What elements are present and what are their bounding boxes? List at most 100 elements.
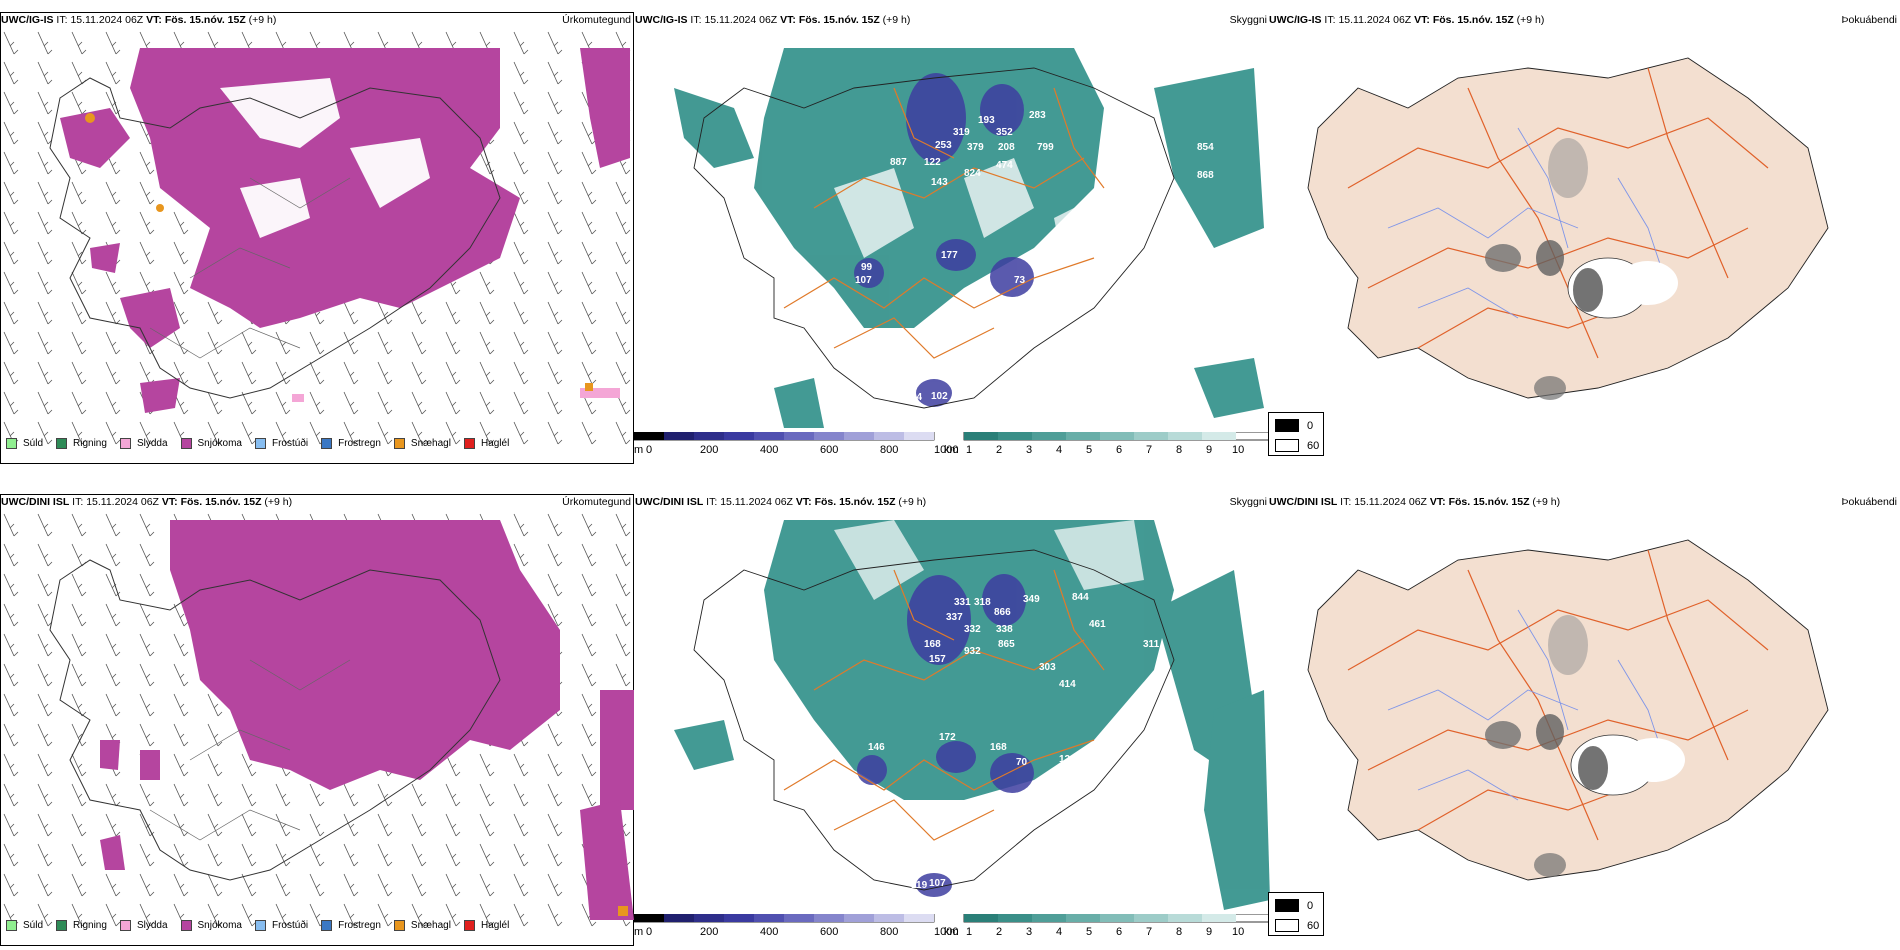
fog-swatch-dark bbox=[1275, 419, 1299, 432]
vis-label: 143 bbox=[931, 177, 948, 188]
vis-label: 318 bbox=[974, 597, 991, 608]
vis-label: 146 bbox=[868, 742, 885, 753]
legend-item: Rigning bbox=[56, 920, 107, 931]
vis-label: 866 bbox=[994, 607, 1011, 618]
vis-label: 168 bbox=[924, 639, 941, 650]
vis-label: 352 bbox=[996, 127, 1013, 138]
legend-item: Rigning bbox=[56, 438, 107, 449]
legend-item: Slydda bbox=[119, 438, 168, 449]
vis-label: 253 bbox=[935, 140, 952, 151]
panel-type-label: Þokuábendi bbox=[1841, 14, 1897, 26]
legend-swatch bbox=[56, 438, 68, 449]
panel-type-label: Úrkomutegund bbox=[562, 496, 631, 508]
map-frame bbox=[0, 12, 634, 464]
vis-label: 887 bbox=[890, 157, 907, 168]
legend-swatch bbox=[119, 920, 131, 931]
legend-swatch bbox=[6, 920, 17, 931]
snow-areas bbox=[60, 48, 630, 413]
vis-label: 461 bbox=[1089, 619, 1106, 630]
legend-swatch bbox=[321, 438, 333, 449]
precip-legend: Súld Rigning Slydda Snjókoma Frostúði Fr… bbox=[6, 438, 522, 449]
height-scale-labels: m 0 200 400 600 800 1000 bbox=[634, 444, 959, 456]
vis-label: 283 bbox=[1029, 110, 1046, 121]
bottom-fog-panel: UWC/DINI ISL IT: 15.11.2024 06Z VT: Fös.… bbox=[1268, 494, 1900, 894]
panel-header: UWC/DINI ISL IT: 15.11.2024 06Z VT: Fös.… bbox=[0, 494, 634, 510]
height-scale bbox=[634, 432, 1271, 441]
vis-label: 193 bbox=[978, 115, 995, 126]
fog-swatch-light bbox=[1275, 919, 1299, 932]
panel-title: UWC/DINI ISL IT: 15.11.2024 06Z VT: Fös.… bbox=[635, 496, 927, 508]
legend-item: Snjókoma bbox=[180, 920, 242, 931]
panel-header: UWC/IG-IS IT: 15.11.2024 06Z VT: Fös. 15… bbox=[0, 12, 634, 28]
bottom-precip-panel: UWC/DINI ISL IT: 15.11.2024 06Z VT: Fös.… bbox=[0, 494, 634, 946]
glacier-low-vis bbox=[854, 73, 1034, 407]
vis-scale-labels: km 1 2 3 4 5 6 7 8 9 10 bbox=[944, 926, 1245, 938]
vis-label: 122 bbox=[924, 157, 941, 168]
top-precip-panel: UWC/IG-IS IT: 15.11.2024 06Z VT: Fös. 15… bbox=[0, 12, 634, 464]
vis-label: 337 bbox=[946, 612, 963, 623]
vis-label: 414 bbox=[1059, 679, 1076, 690]
legend-swatch bbox=[254, 438, 266, 449]
vis-label: 854 bbox=[1197, 142, 1214, 153]
legend-swatch bbox=[180, 920, 192, 931]
legend-item: Snjókoma bbox=[180, 438, 242, 449]
vis-label: 349 bbox=[1023, 594, 1040, 605]
legend-swatch bbox=[463, 438, 475, 449]
vis-label: 844 bbox=[1072, 592, 1089, 603]
legend-swatch bbox=[393, 920, 405, 931]
height-scale-labels: m 0 200 400 600 800 1000 bbox=[634, 926, 959, 938]
vis-label: 338 bbox=[996, 624, 1013, 635]
legend-swatch bbox=[393, 438, 405, 449]
height-scale bbox=[634, 914, 1271, 923]
vis-label: 70 bbox=[1016, 757, 1028, 768]
vis-label: 99 bbox=[861, 262, 873, 273]
panel-title: UWC/DINI ISL IT: 15.11.2024 06Z VT: Fös.… bbox=[1, 496, 293, 508]
vis-label: 94 bbox=[911, 392, 923, 403]
precip-type-map bbox=[1, 510, 634, 930]
vis-label: 824 bbox=[964, 168, 981, 179]
vis-label: 865 bbox=[998, 639, 1015, 650]
precip-type-map bbox=[1, 28, 633, 448]
vis-label: 331 bbox=[954, 597, 971, 608]
fog-swatch-dark bbox=[1275, 899, 1299, 912]
panel-title: UWC/DINI ISL IT: 15.11.2024 06Z VT: Fös.… bbox=[1269, 496, 1561, 508]
vis-label: 311 bbox=[1143, 639, 1160, 650]
legend-item: Haglél bbox=[463, 920, 509, 931]
legend-swatch bbox=[6, 438, 17, 449]
legend-swatch bbox=[321, 920, 333, 931]
vis-label: 73 bbox=[1014, 275, 1026, 286]
legend-swatch bbox=[254, 920, 266, 931]
vis-label: 303 bbox=[1039, 662, 1056, 673]
legend-item: Frostregn bbox=[321, 920, 381, 931]
vis-label: 932 bbox=[964, 646, 981, 657]
glacier-low-vis bbox=[857, 574, 1034, 897]
legend-item: Snæhagl bbox=[393, 438, 451, 449]
top-visibility-panel: UWC/IG-IS IT: 15.11.2024 06Z VT: Fös. 15… bbox=[634, 12, 1271, 464]
vis-label: 107 bbox=[929, 878, 946, 889]
precip-legend: Súld Rigning Slydda Snjókoma Frostúði Fr… bbox=[6, 920, 522, 931]
vis-label: 75 bbox=[1142, 155, 1154, 166]
vis-label: 208 bbox=[998, 142, 1015, 153]
fog-swatch-light bbox=[1275, 439, 1299, 452]
vis-label: 979 bbox=[1201, 534, 1218, 545]
legend-item: Haglél bbox=[463, 438, 509, 449]
legend-item: Slydda bbox=[119, 920, 168, 931]
panel-type-label: Þokuábendi bbox=[1841, 496, 1897, 508]
top-fog-panel: UWC/IG-IS IT: 15.11.2024 06Z VT: Fös. 15… bbox=[1268, 12, 1900, 412]
vis-label: 12 bbox=[1059, 754, 1071, 765]
vis-label: 332 bbox=[964, 624, 981, 635]
vis-label: 379 bbox=[967, 142, 984, 153]
vis-label: 119 bbox=[911, 880, 928, 891]
vis-label: 102 bbox=[931, 391, 948, 402]
panel-title: UWC/IG-IS IT: 15.11.2024 06Z VT: Fös. 15… bbox=[1, 14, 277, 26]
vis-label: 7 bbox=[889, 370, 895, 381]
legend-item: Frostregn bbox=[321, 438, 381, 449]
panel-header: UWC/IG-IS IT: 15.11.2024 06Z VT: Fös. 15… bbox=[634, 12, 1270, 28]
legend-swatch bbox=[180, 438, 192, 449]
vis-label: 107 bbox=[855, 275, 872, 286]
panel-header: UWC/IG-IS IT: 15.11.2024 06Z VT: Fös. 15… bbox=[1268, 12, 1900, 28]
panel-type-label: Skyggni bbox=[1229, 496, 1267, 508]
vis-label: 319 bbox=[953, 127, 970, 138]
vis-label: 868 bbox=[1197, 170, 1214, 181]
legend-item: Súld bbox=[6, 438, 43, 449]
